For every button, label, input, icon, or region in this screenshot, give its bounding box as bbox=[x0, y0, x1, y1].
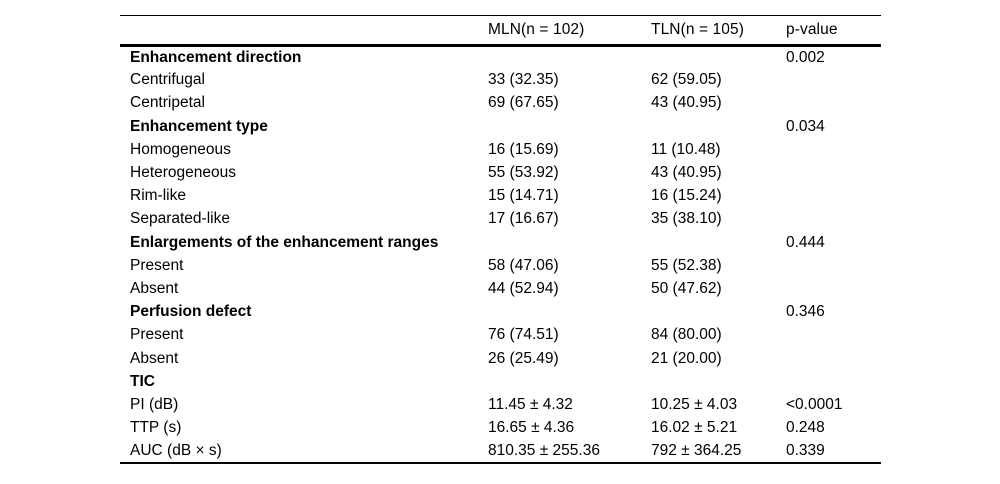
cell-mln: 11.45 ± 4.32 bbox=[488, 395, 573, 413]
cell-pvalue: <0.0001 bbox=[786, 395, 843, 413]
cell-mln: 33 (32.35) bbox=[488, 71, 559, 89]
cell-mln bbox=[488, 370, 651, 393]
row-label: Enhancement type bbox=[130, 117, 268, 135]
cell-pvalue bbox=[786, 347, 881, 370]
cell-tln: 62 (59.05) bbox=[651, 71, 722, 89]
table-row: Enhancement direction 0.002 bbox=[120, 46, 881, 69]
table-row: TTP (s) 16.65 ± 4.36 16.02 ± 5.21 0.248 bbox=[120, 417, 881, 440]
cell-mln: 16 (15.69) bbox=[488, 140, 559, 158]
row-label: Heterogeneous bbox=[130, 164, 236, 182]
cell-pvalue: 0.339 bbox=[786, 441, 825, 459]
row-label: Absent bbox=[130, 349, 179, 367]
cell-mln: 55 (53.92) bbox=[488, 164, 559, 182]
cell-pvalue bbox=[786, 185, 881, 208]
cell-mln bbox=[488, 115, 651, 138]
cell-tln: 55 (52.38) bbox=[651, 256, 722, 274]
table-row: Rim-like 15 (14.71) 16 (15.24) bbox=[120, 185, 881, 208]
row-label: Rim-like bbox=[130, 187, 186, 205]
cell-tln bbox=[651, 231, 786, 254]
cell-tln: 792 ± 364.25 bbox=[651, 441, 742, 459]
cell-tln: 10.25 ± 4.03 bbox=[651, 395, 738, 413]
row-label: Present bbox=[130, 326, 184, 344]
table-header-row: MLN(n = 102) TLN(n = 105) p-value bbox=[120, 15, 881, 47]
cell-mln: 16.65 ± 4.36 bbox=[488, 419, 575, 437]
col-header-empty bbox=[120, 15, 488, 47]
table-row: Enlargements of the enhancement ranges 0.… bbox=[120, 231, 881, 254]
cell-pvalue: 0.346 bbox=[786, 303, 825, 321]
table-row: Centrifugal 33 (32.35) 62 (59.05) bbox=[120, 69, 881, 92]
cell-pvalue bbox=[786, 208, 881, 231]
cell-mln: 44 (52.94) bbox=[488, 279, 559, 297]
cell-tln: 50 (47.62) bbox=[651, 279, 722, 297]
cell-pvalue bbox=[786, 161, 881, 184]
cell-pvalue: 0.444 bbox=[786, 233, 825, 251]
cell-mln: 15 (14.71) bbox=[488, 187, 559, 205]
table-row: TIC bbox=[120, 370, 881, 393]
cell-pvalue: 0.034 bbox=[786, 117, 825, 135]
cell-tln: 43 (40.95) bbox=[651, 164, 722, 182]
row-label: Homogeneous bbox=[130, 140, 231, 158]
cell-pvalue bbox=[786, 138, 881, 161]
cell-pvalue bbox=[786, 92, 881, 115]
cell-tln bbox=[651, 370, 786, 393]
stats-table: MLN(n = 102) TLN(n = 105) p-value Enhanc… bbox=[120, 15, 881, 464]
cell-tln: 16.02 ± 5.21 bbox=[651, 419, 738, 437]
table-row: PI (dB) 11.45 ± 4.32 10.25 ± 4.03 <0.0001 bbox=[120, 393, 881, 416]
cell-tln bbox=[651, 301, 786, 324]
table-row: Separated-like 17 (16.67) 35 (38.10) bbox=[120, 208, 881, 231]
cell-tln: 11 (10.48) bbox=[651, 140, 721, 158]
row-label: Centripetal bbox=[130, 94, 205, 112]
row-label: Absent bbox=[130, 279, 179, 297]
cell-mln: 69 (67.65) bbox=[488, 94, 559, 112]
table-row: Absent 26 (25.49) 21 (20.00) bbox=[120, 347, 881, 370]
cell-tln bbox=[651, 115, 786, 138]
row-label: AUC (dB × s) bbox=[130, 441, 222, 459]
table-row: AUC (dB × s) 810.35 ± 255.36 792 ± 364.25 0… bbox=[120, 440, 881, 463]
table-row: Perfusion defect 0.346 bbox=[120, 301, 881, 324]
col-header-mln: MLN(n = 102) bbox=[488, 15, 651, 47]
table-row: Present 76 (74.51) 84 (80.00) bbox=[120, 324, 881, 347]
cell-mln bbox=[488, 231, 651, 254]
cell-mln: 26 (25.49) bbox=[488, 349, 559, 367]
cell-mln: 58 (47.06) bbox=[488, 256, 559, 274]
row-label: Present bbox=[130, 256, 184, 274]
cell-tln: 21 (20.00) bbox=[651, 349, 722, 367]
col-header-pvalue: p-value bbox=[786, 15, 881, 47]
row-label: PI (dB) bbox=[130, 395, 179, 413]
table-row: Enhancement type 0.034 bbox=[120, 115, 881, 138]
row-label: TTP (s) bbox=[130, 419, 182, 437]
row-label: TIC bbox=[130, 372, 155, 390]
row-label: Perfusion defect bbox=[130, 303, 252, 321]
cell-tln: 35 (38.10) bbox=[651, 210, 722, 228]
row-label: Separated-like bbox=[130, 210, 230, 228]
comparison-table-container: MLN(n = 102) TLN(n = 105) p-value Enhanc… bbox=[120, 15, 881, 464]
cell-mln bbox=[488, 46, 651, 69]
cell-mln: 810.35 ± 255.36 bbox=[488, 441, 600, 459]
row-label: Centrifugal bbox=[130, 71, 205, 89]
row-label: Enhancement direction bbox=[130, 48, 302, 66]
cell-tln: 43 (40.95) bbox=[651, 94, 722, 112]
table-row: Centripetal 69 (67.65) 43 (40.95) bbox=[120, 92, 881, 115]
table-row: Heterogeneous 55 (53.92) 43 (40.95) bbox=[120, 161, 881, 184]
row-label: Enlargements of the enhancement ranges bbox=[130, 233, 439, 251]
col-header-tln: TLN(n = 105) bbox=[651, 15, 786, 47]
cell-mln: 76 (74.51) bbox=[488, 326, 559, 344]
cell-mln: 17 (16.67) bbox=[488, 210, 559, 228]
cell-tln: 84 (80.00) bbox=[651, 326, 722, 344]
cell-tln: 16 (15.24) bbox=[651, 187, 722, 205]
cell-pvalue bbox=[786, 370, 881, 393]
table-body: Enhancement direction 0.002 Centrifugal 33 … bbox=[120, 46, 881, 463]
table-row: Homogeneous 16 (15.69) 11 (10.48) bbox=[120, 138, 881, 161]
table-row: Absent 44 (52.94) 50 (47.62) bbox=[120, 277, 881, 300]
cell-pvalue bbox=[786, 324, 881, 347]
cell-pvalue bbox=[786, 254, 881, 277]
cell-pvalue bbox=[786, 69, 881, 92]
cell-mln bbox=[488, 301, 651, 324]
cell-pvalue: 0.248 bbox=[786, 419, 825, 437]
table-row: Present 58 (47.06) 55 (52.38) bbox=[120, 254, 881, 277]
cell-pvalue bbox=[786, 277, 881, 300]
cell-pvalue: 0.002 bbox=[786, 48, 825, 66]
cell-tln bbox=[651, 46, 786, 69]
